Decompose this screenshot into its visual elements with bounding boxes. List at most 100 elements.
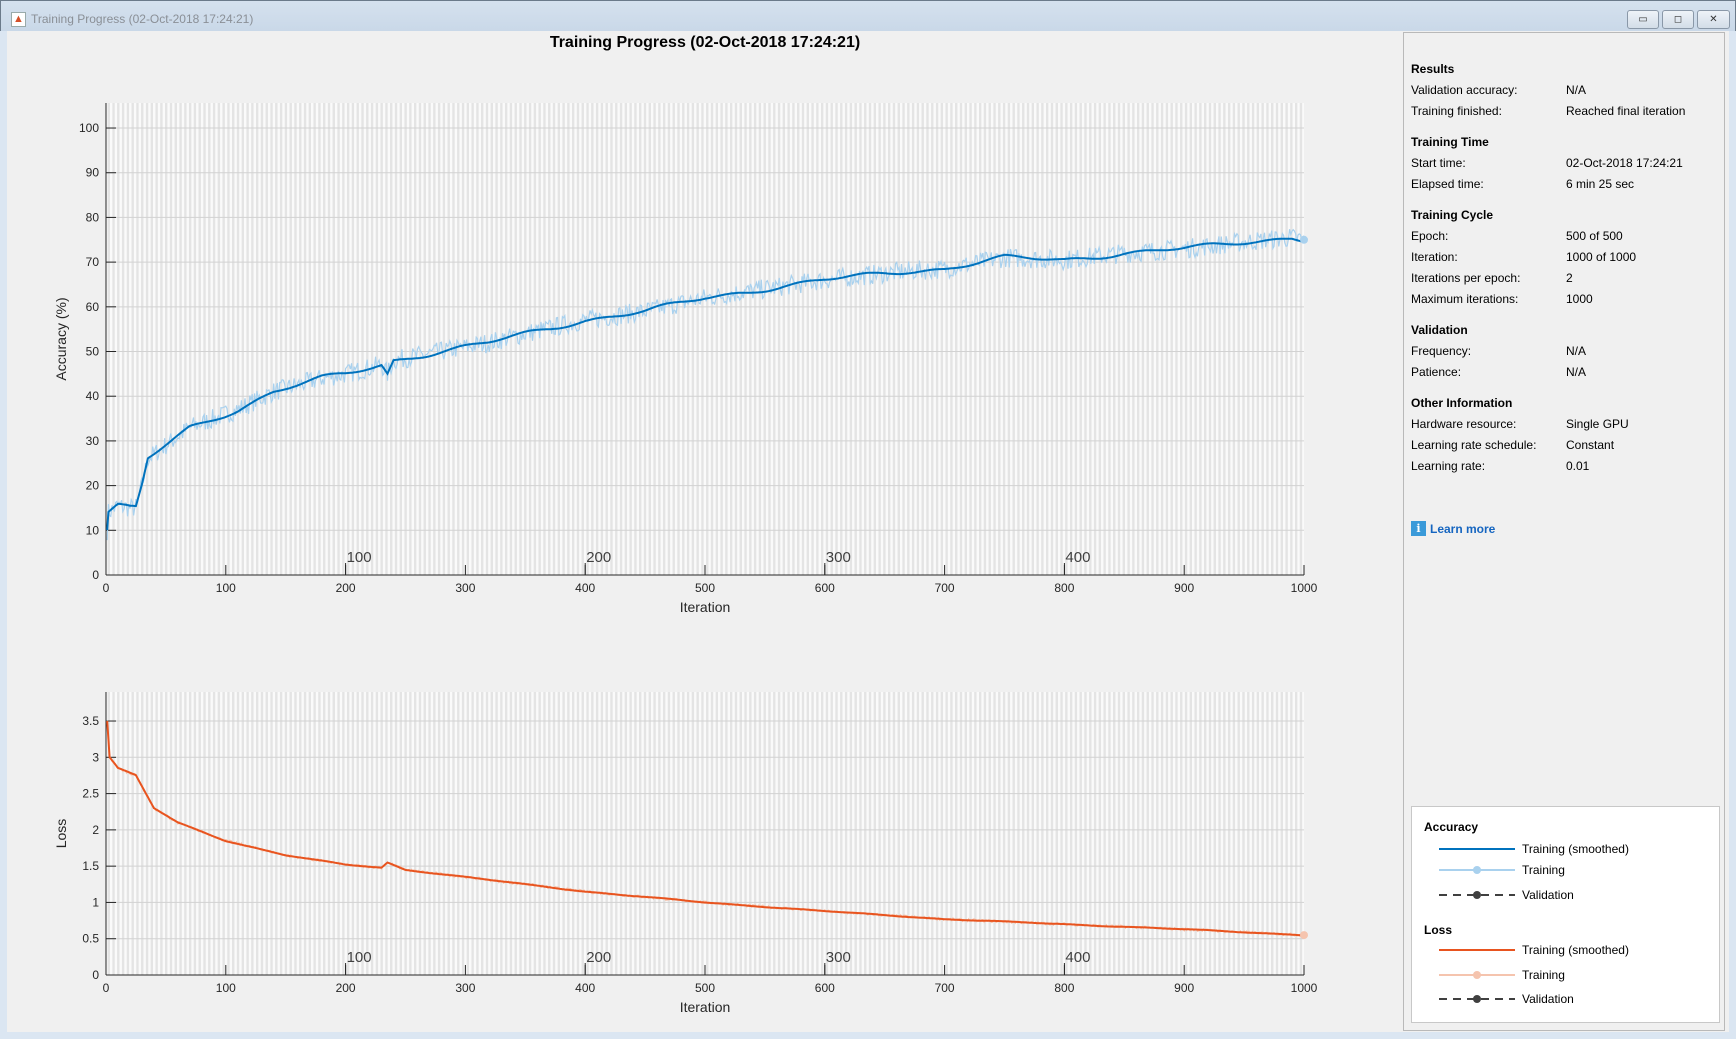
info-value: 0.01	[1566, 459, 1590, 473]
y-tick-label: 3.5	[82, 714, 99, 728]
section-title: Training Time	[1411, 135, 1489, 149]
info-value: N/A	[1566, 83, 1587, 97]
epoch-tick-label: 300	[826, 549, 851, 566]
legend-loss-title: Loss	[1424, 923, 1453, 937]
info-value: 1000 of 1000	[1566, 250, 1637, 264]
minimize-button[interactable]: ▭	[1627, 10, 1659, 29]
info-value: 1000	[1566, 292, 1593, 306]
epoch-tick-label: 100	[347, 949, 372, 966]
x-tick-label: 600	[815, 981, 835, 995]
info-row: Elapsed time: 6 min 25 sec	[1411, 174, 1721, 195]
info-value: 500 of 500	[1566, 229, 1623, 243]
y-tick-label: 90	[86, 166, 100, 180]
x-tick-label: 500	[695, 581, 715, 595]
info-row: Iteration: 1000 of 1000	[1411, 247, 1721, 268]
maximize-button[interactable]: ◻	[1662, 10, 1694, 29]
legend-loss-validation: Validation	[1439, 991, 1709, 1007]
x-axis-label: Iteration	[680, 599, 731, 615]
epoch-tick-label: 200	[586, 949, 611, 966]
learn-more-label: Learn more	[1430, 521, 1496, 536]
x-tick-label: 700	[935, 981, 955, 995]
y-tick-label: 0	[92, 968, 99, 982]
y-tick-label: 40	[86, 389, 100, 403]
epoch-shading	[106, 103, 1304, 575]
info-row: Patience: N/A	[1411, 362, 1721, 383]
info-row: Learning rate schedule: Constant	[1411, 435, 1721, 456]
info-panel: Results Validation accuracy: N/A Training f…	[1403, 32, 1725, 1031]
last-point-marker	[1300, 235, 1308, 244]
window-title: Training Progress (02-Oct-2018 17:24:21)	[31, 12, 254, 26]
x-tick-label: 200	[336, 581, 356, 595]
info-value: 6 min 25 sec	[1566, 177, 1635, 191]
y-tick-label: 0.5	[82, 932, 99, 946]
section-title: Validation	[1411, 323, 1468, 337]
info-icon: i	[1411, 521, 1426, 536]
x-tick-label: 200	[336, 981, 356, 995]
y-tick-label: 70	[86, 255, 100, 269]
training-smoothed-line	[106, 237, 1305, 531]
legend: Accuracy Training (smoothed) Training Va…	[1411, 806, 1720, 1023]
training-smoothed-line	[106, 720, 1305, 937]
epoch-tick-label: 400	[1065, 549, 1090, 566]
info-label: Maximum iterations:	[1411, 292, 1519, 306]
y-tick-label: 2.5	[82, 787, 99, 801]
info-label: Patience:	[1411, 365, 1462, 379]
section-title: Other Information	[1411, 396, 1513, 410]
legend-loss-training: Training	[1439, 967, 1709, 983]
info-value: 2	[1566, 271, 1573, 285]
legend-loss-smoothed: Training (smoothed)	[1439, 942, 1709, 958]
x-tick-label: 700	[935, 581, 955, 595]
info-row: Frequency: N/A	[1411, 341, 1721, 362]
x-tick-label: 300	[455, 981, 475, 995]
info-value: Single GPU	[1566, 417, 1629, 431]
legend-acc-smoothed: Training (smoothed)	[1439, 841, 1709, 857]
y-tick-label: 50	[86, 345, 100, 359]
y-tick-label: 100	[79, 121, 99, 135]
info-row: Learning rate: 0.01	[1411, 456, 1721, 477]
legend-accuracy-title: Accuracy	[1424, 820, 1479, 834]
y-tick-label: 80	[86, 210, 100, 224]
epoch-shading	[106, 692, 1304, 975]
section-title: Training Cycle	[1411, 208, 1494, 222]
title-bar: ▲ Training Progress (02-Oct-2018 17:24:2…	[0, 0, 1736, 31]
info-label: Start time:	[1411, 156, 1466, 170]
epoch-tick-label: 400	[1065, 949, 1090, 966]
info-row: Training finished: Reached final iteratio…	[1411, 101, 1721, 122]
epoch-tick-label: 200	[586, 549, 611, 566]
y-tick-label: 10	[86, 523, 100, 537]
info-label: Learning rate schedule:	[1411, 438, 1537, 452]
info-label: Epoch:	[1411, 229, 1449, 243]
epoch-tick-label: 100	[347, 549, 372, 566]
info-row: Epoch: 500 of 500	[1411, 226, 1721, 247]
info-label: Elapsed time:	[1411, 177, 1484, 191]
info-label: Learning rate:	[1411, 459, 1486, 473]
training-plots: Training Progress (02-Oct-2018 17:24:21)…	[53, 34, 1318, 1015]
legend-label: Training	[1522, 968, 1565, 982]
info-label: Validation accuracy:	[1411, 83, 1518, 97]
legend-label: Training (smoothed)	[1522, 943, 1629, 957]
x-tick-label: 900	[1174, 981, 1194, 995]
info-label: Hardware resource:	[1411, 417, 1517, 431]
info-row: Validation accuracy: N/A	[1411, 80, 1721, 101]
legend-label: Validation	[1522, 992, 1574, 1006]
legend-label: Training (smoothed)	[1522, 842, 1629, 856]
x-tick-label: 900	[1174, 581, 1194, 595]
y-tick-label: 1.5	[82, 859, 99, 873]
y-tick-label: 1	[92, 895, 99, 909]
y-axis-label: Accuracy (%)	[53, 297, 69, 380]
x-tick-label: 800	[1054, 581, 1074, 595]
info-label: Iterations per epoch:	[1411, 271, 1521, 285]
x-tick-label: 500	[695, 981, 715, 995]
x-tick-label: 600	[815, 581, 835, 595]
chart-title: Training Progress (02-Oct-2018 17:24:21)	[550, 34, 860, 51]
legend-acc-validation: Validation	[1439, 887, 1709, 903]
close-button[interactable]: ✕	[1697, 10, 1730, 29]
x-tick-label: 800	[1054, 981, 1074, 995]
info-value: 02-Oct-2018 17:24:21	[1566, 156, 1683, 170]
x-axis-label: Iteration	[680, 999, 731, 1015]
info-row: Maximum iterations: 1000	[1411, 289, 1721, 310]
epoch-tick-label: 300	[826, 949, 851, 966]
learn-more-link[interactable]: i Learn more	[1411, 521, 1495, 536]
y-tick-label: 30	[86, 434, 100, 448]
